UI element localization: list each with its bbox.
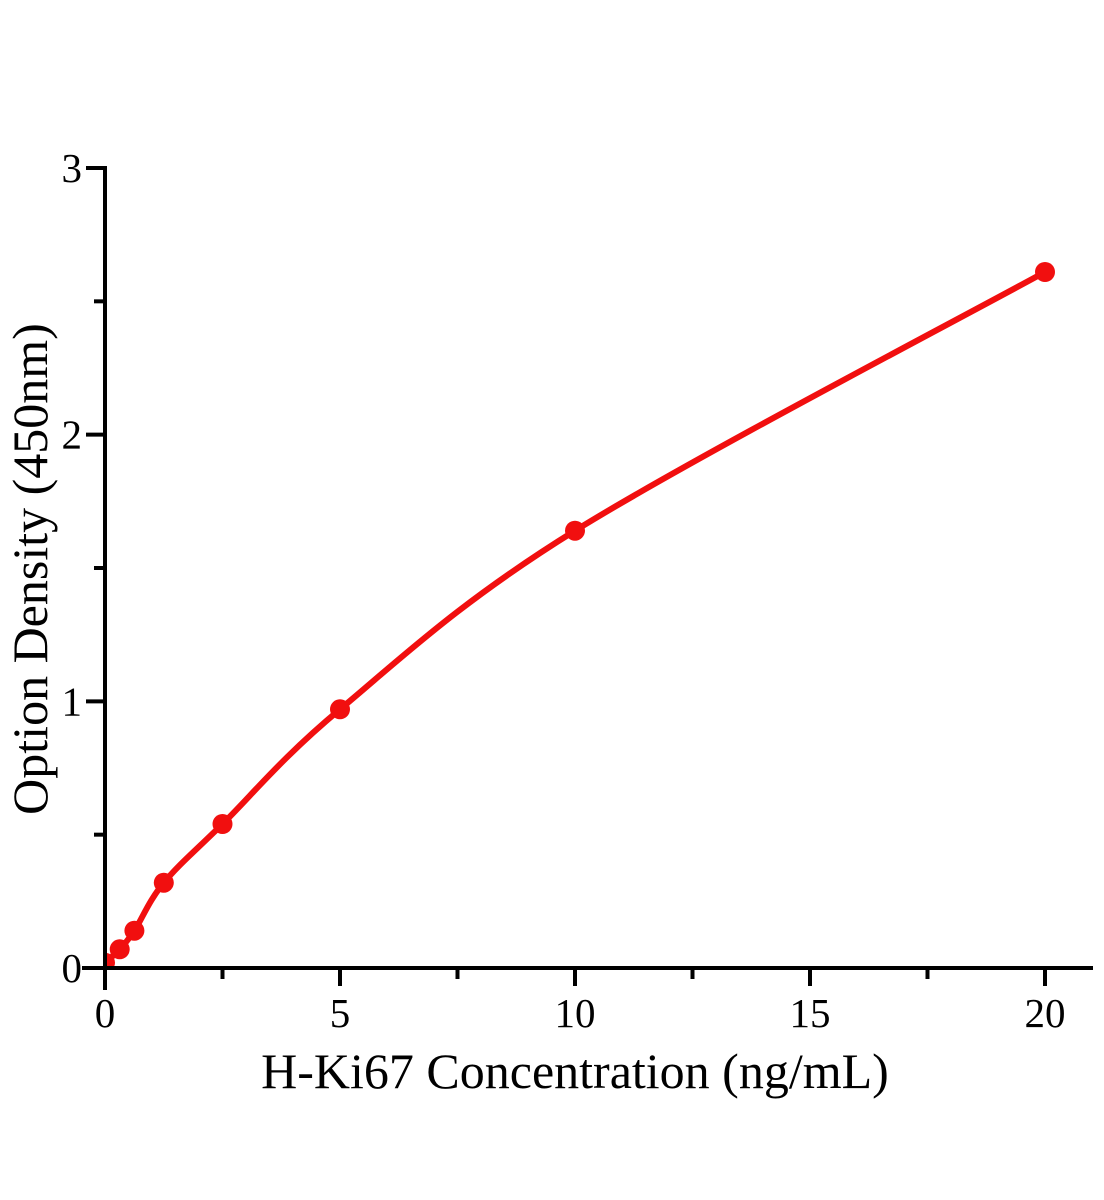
data-point-marker bbox=[1035, 262, 1055, 282]
data-point-marker bbox=[212, 814, 233, 834]
y-tick-label: 0 bbox=[62, 945, 83, 991]
data-point-marker bbox=[153, 872, 174, 893]
x-axis-title: H-Ki67 Concentration (ng/mL) bbox=[261, 1043, 889, 1099]
y-tick-label: 2 bbox=[62, 412, 83, 458]
data-point-marker bbox=[105, 952, 115, 968]
x-tick-label: 15 bbox=[790, 990, 831, 1036]
data-point-marker bbox=[109, 939, 130, 960]
x-tick-label: 20 bbox=[1025, 990, 1066, 1036]
standard-curve-line bbox=[105, 269, 1048, 966]
data-point-marker bbox=[565, 520, 585, 541]
data-point-marker bbox=[124, 920, 145, 941]
x-tick-label: 5 bbox=[330, 990, 351, 1036]
data-point-marker bbox=[330, 699, 350, 720]
x-tick-label: 0 bbox=[95, 990, 116, 1036]
x-tick-label: 10 bbox=[555, 990, 596, 1036]
y-axis-title: Option Density (450nm) bbox=[2, 323, 58, 815]
y-tick-label: 1 bbox=[62, 678, 83, 724]
data-layer bbox=[105, 262, 1055, 968]
y-tick-label: 3 bbox=[62, 145, 83, 191]
